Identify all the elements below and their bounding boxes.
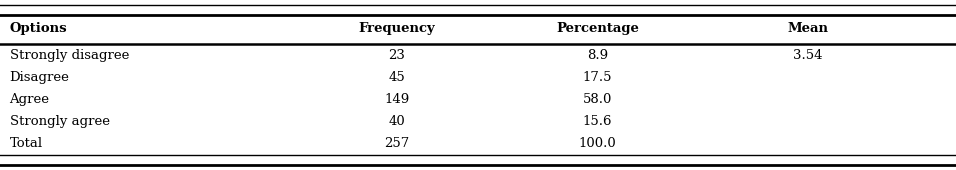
- Text: Disagree: Disagree: [10, 71, 70, 84]
- Text: 257: 257: [384, 137, 409, 150]
- Text: 100.0: 100.0: [578, 137, 617, 150]
- Text: Total: Total: [10, 137, 43, 150]
- Text: Percentage: Percentage: [556, 22, 639, 35]
- Text: 8.9: 8.9: [587, 49, 608, 62]
- Text: 58.0: 58.0: [583, 93, 612, 106]
- Text: 40: 40: [388, 115, 405, 128]
- Text: Strongly agree: Strongly agree: [10, 115, 110, 128]
- Text: 149: 149: [384, 93, 409, 106]
- Text: 15.6: 15.6: [583, 115, 612, 128]
- Text: 3.54: 3.54: [793, 49, 822, 62]
- Text: Mean: Mean: [788, 22, 828, 35]
- Text: 23: 23: [388, 49, 405, 62]
- Text: 45: 45: [388, 71, 405, 84]
- Text: Options: Options: [10, 22, 67, 35]
- Text: Agree: Agree: [10, 93, 50, 106]
- Text: 17.5: 17.5: [583, 71, 612, 84]
- Text: Strongly disagree: Strongly disagree: [10, 49, 129, 62]
- Text: Frequency: Frequency: [358, 22, 435, 35]
